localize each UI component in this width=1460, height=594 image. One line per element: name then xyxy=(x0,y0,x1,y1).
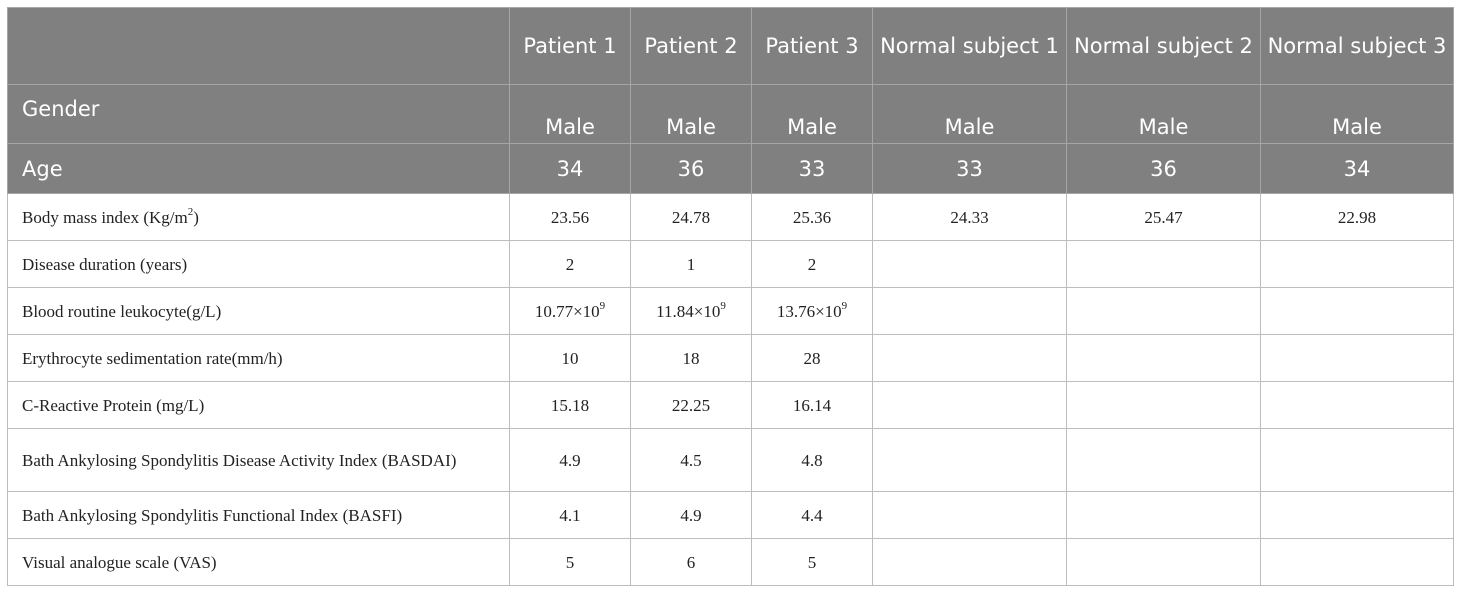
table-cell: 6 xyxy=(630,538,752,586)
table-cell xyxy=(1066,334,1261,382)
age-value: 36 xyxy=(1066,143,1261,194)
age-row: Age 34 36 33 33 36 34 xyxy=(7,143,1454,194)
table-cell xyxy=(872,538,1067,586)
table-cell xyxy=(1260,381,1454,429)
row-label-disease-duration: Disease duration (years) xyxy=(7,240,510,288)
table-cell xyxy=(872,428,1067,492)
row-label-text: Body mass index (Kg/m xyxy=(22,207,188,227)
table-cell: 11.84×109 xyxy=(630,287,752,335)
table-row: C-Reactive Protein (mg/L) 15.18 22.25 16… xyxy=(7,381,1454,429)
gender-value: Male xyxy=(1066,84,1261,144)
table-cell xyxy=(1066,538,1261,586)
table-row: Blood routine leukocyte(g/L) 10.77×109 1… xyxy=(7,287,1454,335)
row-label-crp: C-Reactive Protein (mg/L) xyxy=(7,381,510,429)
age-value: 33 xyxy=(872,143,1067,194)
row-label-leukocyte: Blood routine leukocyte(g/L) xyxy=(7,287,510,335)
table-row: Disease duration (years) 2 1 2 xyxy=(7,240,1454,288)
table-row: Body mass index (Kg/m2) 23.56 24.78 25.3… xyxy=(7,193,1454,241)
table-cell: 16.14 xyxy=(751,381,873,429)
row-label-body-mass-index: Body mass index (Kg/m2) xyxy=(7,193,510,241)
table-cell: 24.78 xyxy=(630,193,752,241)
table-cell: 23.56 xyxy=(509,193,631,241)
table-row: Bath Ankylosing Spondylitis Disease Acti… xyxy=(7,428,1454,492)
table-cell xyxy=(1260,538,1454,586)
table-cell xyxy=(1260,287,1454,335)
column-header-normal-subject-2: Normal subject 2 xyxy=(1066,7,1261,85)
table-cell xyxy=(872,287,1067,335)
table-cell: 13.76×109 xyxy=(751,287,873,335)
cell-superscript: 9 xyxy=(841,299,848,312)
table-cell xyxy=(1066,491,1261,539)
cell-superscript: 9 xyxy=(720,299,726,312)
column-header-normal-subject-1: Normal subject 1 xyxy=(872,7,1067,85)
cell-superscript: 9 xyxy=(599,299,606,312)
row-label-basfi: Bath Ankylosing Spondylitis Functional I… xyxy=(7,491,510,539)
table-cell xyxy=(1260,428,1454,492)
table-cell xyxy=(872,381,1067,429)
table-cell: 4.8 xyxy=(751,428,873,492)
table-row: Visual analogue scale (VAS) 5 6 5 xyxy=(7,538,1454,586)
table-cell: 28 xyxy=(751,334,873,382)
table-cell: 5 xyxy=(751,538,873,586)
gender-value: Male xyxy=(509,84,631,144)
age-label: Age xyxy=(7,143,510,194)
row-label-tail: ) xyxy=(193,207,199,227)
column-header-patient-1: Patient 1 xyxy=(509,7,631,85)
table-cell xyxy=(1066,287,1261,335)
gender-value: Male xyxy=(751,84,873,144)
table-cell: 22.25 xyxy=(630,381,752,429)
table-cell xyxy=(1260,334,1454,382)
table-cell: 4.9 xyxy=(630,491,752,539)
table-cell: 1 xyxy=(630,240,752,288)
header-corner-cell xyxy=(7,7,510,85)
table-cell: 18 xyxy=(630,334,752,382)
table-cell: 4.1 xyxy=(509,491,631,539)
table-cell xyxy=(872,491,1067,539)
table-cell: 25.47 xyxy=(1066,193,1261,241)
column-header-patient-3: Patient 3 xyxy=(751,7,873,85)
age-value: 34 xyxy=(1260,143,1454,194)
gender-label: Gender xyxy=(7,84,510,144)
table-cell xyxy=(1260,491,1454,539)
table-cell: 4.5 xyxy=(630,428,752,492)
table-cell xyxy=(1066,428,1261,492)
table-cell: 24.33 xyxy=(872,193,1067,241)
gender-value: Male xyxy=(872,84,1067,144)
table-cell xyxy=(872,334,1067,382)
table-container: Patient 1 Patient 2 Patient 3 Normal sub… xyxy=(7,7,1454,586)
row-label-vas: Visual analogue scale (VAS) xyxy=(7,538,510,586)
age-value: 33 xyxy=(751,143,873,194)
row-label-basdai: Bath Ankylosing Spondylitis Disease Acti… xyxy=(7,428,510,492)
row-label-superscript: 2 xyxy=(187,205,194,218)
table-cell xyxy=(1066,381,1261,429)
table-cell: 10 xyxy=(509,334,631,382)
patient-characteristics-table: Patient 1 Patient 2 Patient 3 Normal sub… xyxy=(7,7,1454,586)
gender-value: Male xyxy=(630,84,752,144)
row-label-esr: Erythrocyte sedimentation rate(mm/h) xyxy=(7,334,510,382)
gender-value: Male xyxy=(1260,84,1454,144)
table-cell xyxy=(1066,240,1261,288)
table-cell: 2 xyxy=(509,240,631,288)
table-cell: 25.36 xyxy=(751,193,873,241)
table-cell xyxy=(872,240,1067,288)
table-cell: 4.9 xyxy=(509,428,631,492)
cell-value: 11.84×10 xyxy=(656,301,721,321)
table-cell: 22.98 xyxy=(1260,193,1454,241)
age-value: 34 xyxy=(509,143,631,194)
table-row: Bath Ankylosing Spondylitis Functional I… xyxy=(7,491,1454,539)
table-cell xyxy=(1260,240,1454,288)
table-cell: 2 xyxy=(751,240,873,288)
gender-row: Gender Male Male Male Male Male Male xyxy=(7,84,1454,144)
table-cell: 4.4 xyxy=(751,491,873,539)
age-value: 36 xyxy=(630,143,752,194)
cell-value: 13.76×10 xyxy=(776,301,842,321)
table-cell: 10.77×109 xyxy=(509,287,631,335)
cell-value: 10.77×10 xyxy=(534,301,600,321)
column-header-patient-2: Patient 2 xyxy=(630,7,752,85)
table-row: Erythrocyte sedimentation rate(mm/h) 10 … xyxy=(7,334,1454,382)
table-cell: 5 xyxy=(509,538,631,586)
table-cell: 15.18 xyxy=(509,381,631,429)
header-row: Patient 1 Patient 2 Patient 3 Normal sub… xyxy=(7,7,1454,85)
column-header-normal-subject-3: Normal subject 3 xyxy=(1260,7,1454,85)
